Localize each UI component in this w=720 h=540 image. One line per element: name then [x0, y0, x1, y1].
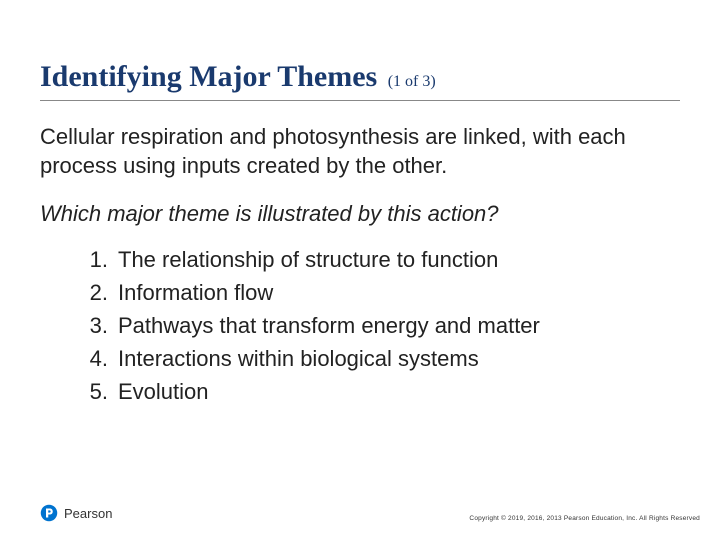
list-item: 4. Interactions within biological system…	[88, 342, 680, 375]
intro-text: Cellular respiration and photosynthesis …	[40, 123, 680, 180]
option-number: 2.	[88, 276, 118, 309]
copyright-text: Copyright © 2019, 2016, 2013 Pearson Edu…	[469, 515, 700, 522]
slide: Identifying Major Themes (1 of 3) Cellul…	[0, 0, 720, 540]
brand-logo: Pearson	[40, 504, 112, 522]
option-number: 5.	[88, 375, 118, 408]
option-number: 1.	[88, 243, 118, 276]
list-item: 5. Evolution	[88, 375, 680, 408]
slide-title: Identifying Major Themes	[40, 60, 377, 93]
option-text: The relationship of structure to functio…	[118, 243, 680, 276]
option-text: Evolution	[118, 375, 680, 408]
list-item: 2. Information flow	[88, 276, 680, 309]
option-text: Information flow	[118, 276, 680, 309]
options-list: 1. The relationship of structure to func…	[40, 243, 680, 408]
title-row: Identifying Major Themes (1 of 3)	[40, 60, 680, 101]
list-item: 1. The relationship of structure to func…	[88, 243, 680, 276]
option-text: Pathways that transform energy and matte…	[118, 309, 680, 342]
option-number: 3.	[88, 309, 118, 342]
slide-title-counter: (1 of 3)	[388, 73, 436, 90]
question-text: Which major theme is illustrated by this…	[40, 200, 680, 229]
brand-name: Pearson	[64, 506, 112, 521]
option-number: 4.	[88, 342, 118, 375]
option-text: Interactions within biological systems	[118, 342, 680, 375]
footer: Pearson Copyright © 2019, 2016, 2013 Pea…	[40, 504, 700, 522]
pearson-p-icon	[40, 504, 58, 522]
list-item: 3. Pathways that transform energy and ma…	[88, 309, 680, 342]
